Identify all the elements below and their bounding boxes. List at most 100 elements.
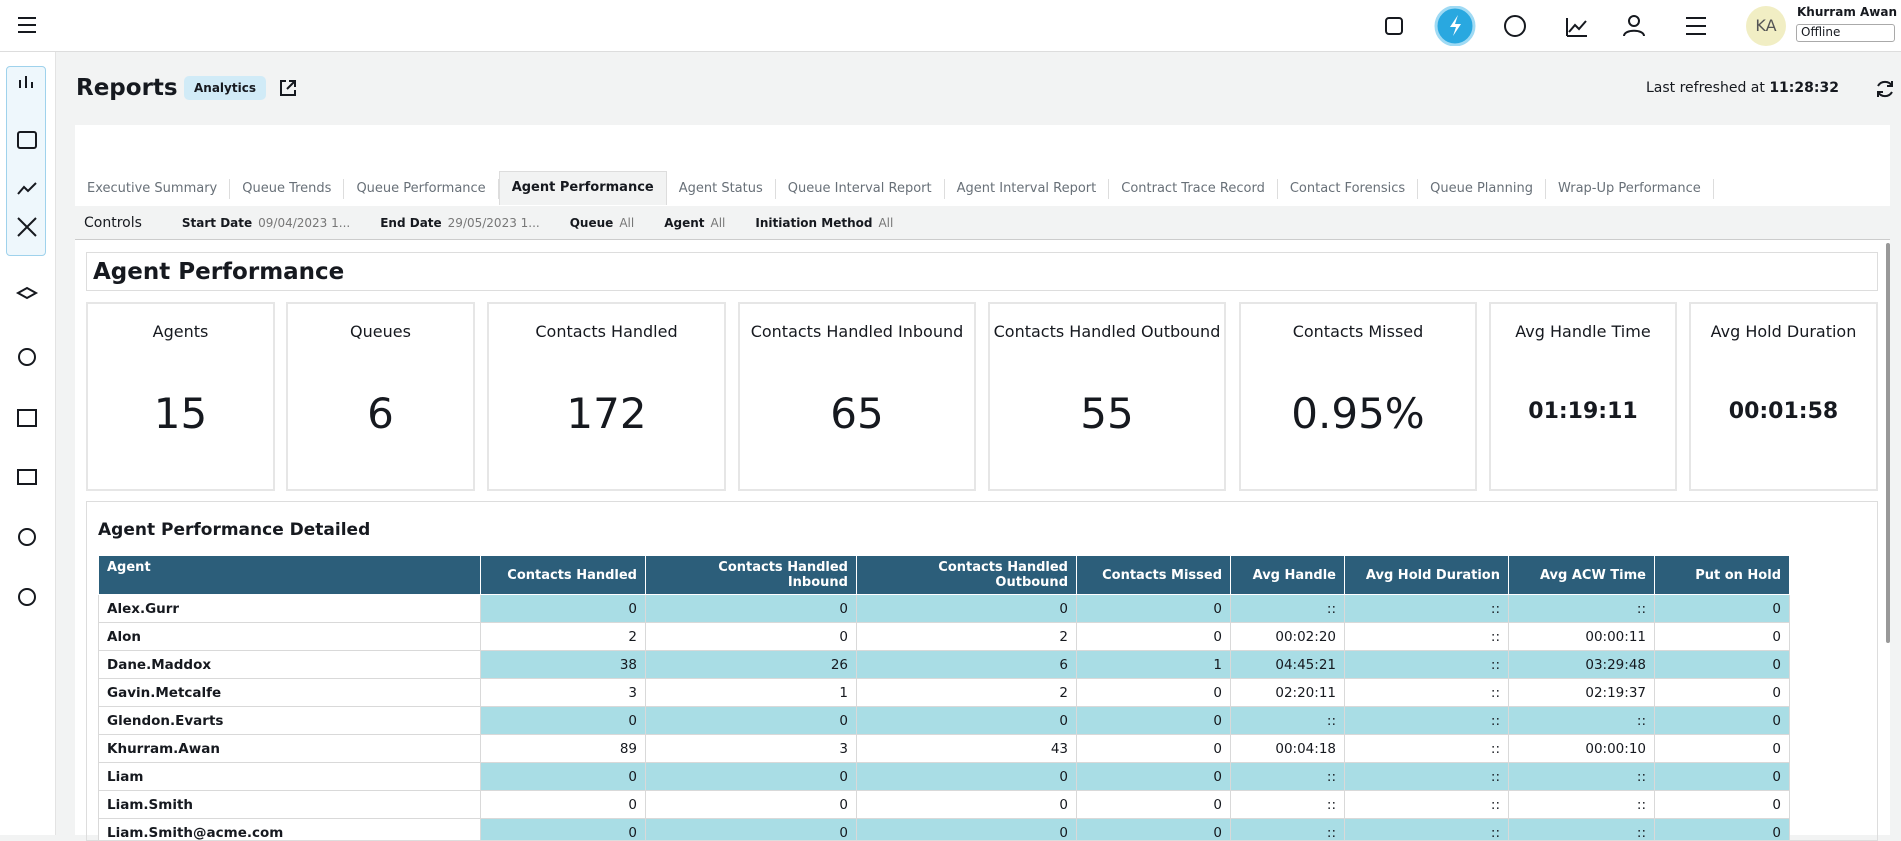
table-cell: 03:29:48 xyxy=(1509,651,1655,679)
tab[interactable]: Contract Trace Record xyxy=(1109,179,1278,199)
table-cell: :: xyxy=(1345,707,1509,735)
table-cell: 0 xyxy=(1077,819,1231,841)
table-cell: Glendon.Evarts xyxy=(99,707,481,735)
data-table: AgentContacts HandledContacts Handled In… xyxy=(98,555,1790,841)
filter[interactable]: Initiation MethodAll xyxy=(755,216,893,230)
table-cell: 26 xyxy=(646,651,857,679)
controls-bar[interactable]: ControlsStart Date09/04/2023 1...End Dat… xyxy=(75,206,1890,240)
table-cell: 0 xyxy=(646,595,857,623)
status-select[interactable]: Offline xyxy=(1796,24,1895,42)
menu-button[interactable] xyxy=(16,14,38,36)
filter-value: 29/05/2023 1... xyxy=(448,216,540,230)
table-cell: Liam.Smith xyxy=(99,791,481,819)
table-cell: :: xyxy=(1231,819,1345,841)
section-header: Agent Performance xyxy=(86,252,1878,291)
table-cell: 0 xyxy=(481,707,646,735)
table-cell: 0 xyxy=(481,819,646,841)
open-external[interactable] xyxy=(278,78,298,98)
kpi-value: 65 xyxy=(740,389,974,438)
table-cell: 0 xyxy=(1655,623,1790,651)
kpi-label: Avg Handle Time xyxy=(1491,322,1675,341)
table-cell: :: xyxy=(1509,595,1655,623)
table-cell: 0 xyxy=(1077,623,1231,651)
table-cell: 0 xyxy=(646,819,857,841)
table-cell: 3 xyxy=(646,735,857,763)
table-cell: :: xyxy=(1231,791,1345,819)
filter-label: Agent xyxy=(664,216,704,230)
table-cell: Dane.Maddox xyxy=(99,651,481,679)
tab[interactable]: Contact Forensics xyxy=(1278,179,1418,199)
scrollbar[interactable] xyxy=(1886,243,1890,643)
kpi-value: 0.95% xyxy=(1241,389,1475,438)
table-cell: 0 xyxy=(1655,651,1790,679)
table-cell: 02:20:11 xyxy=(1231,679,1345,707)
filter-value: 09/04/2023 1... xyxy=(258,216,350,230)
tab[interactable]: Agent Interval Report xyxy=(945,179,1110,199)
table-row: Khurram.Awan89343000:04:18::00:00:100 xyxy=(99,735,1790,763)
table-row: Liam.Smith@acme.com0000::::::0 xyxy=(99,819,1790,841)
table-cell: :: xyxy=(1509,763,1655,791)
tab[interactable]: Queue Performance xyxy=(344,179,498,199)
table-cell: 02:19:37 xyxy=(1509,679,1655,707)
table-cell: 1 xyxy=(646,679,857,707)
table-cell: 0 xyxy=(646,707,857,735)
filter[interactable]: QueueAll xyxy=(570,216,634,230)
table-row: Liam0000::::::0 xyxy=(99,763,1790,791)
kpi-card: Queues6 xyxy=(286,302,475,491)
table-cell: 1 xyxy=(1077,651,1231,679)
table-cell: 0 xyxy=(646,763,857,791)
table-cell: 2 xyxy=(857,623,1077,651)
kpi-card: Contacts Handled Inbound65 xyxy=(738,302,976,491)
toolbar-icons[interactable] xyxy=(1380,6,1720,46)
table-cell: 00:00:11 xyxy=(1509,623,1655,651)
kpi-label: Contacts Missed xyxy=(1241,322,1475,341)
table-cell: 0 xyxy=(1077,791,1231,819)
tab[interactable]: Agent Status xyxy=(667,179,776,199)
filter[interactable]: Agent All xyxy=(664,216,725,230)
filter-label: Queue xyxy=(570,216,614,230)
table-cell: 0 xyxy=(857,763,1077,791)
filter[interactable]: End Date 29/05/2023 1... xyxy=(380,216,540,230)
table-row: Liam.Smith0000::::::0 xyxy=(99,791,1790,819)
tab[interactable]: Queue Planning xyxy=(1418,179,1546,199)
kpi-value: 15 xyxy=(88,389,273,438)
kpi-label: Contacts Handled Outbound xyxy=(990,322,1224,341)
table-cell: 0 xyxy=(481,763,646,791)
tab[interactable]: Agent Performance xyxy=(499,171,667,205)
column-header: Put on Hold xyxy=(1655,556,1790,595)
column-header: Avg Handle xyxy=(1231,556,1345,595)
filter-value: All xyxy=(711,216,726,230)
table-row: Alex.Gurr0000::::::0 xyxy=(99,595,1790,623)
kpi-card: Agents15 xyxy=(86,302,275,491)
kpi-card: Contacts Handled172 xyxy=(487,302,726,491)
badge: Analytics xyxy=(184,76,266,100)
filter-label: End Date xyxy=(380,216,441,230)
page-title: Reports xyxy=(76,75,178,101)
table-cell: 0 xyxy=(1655,679,1790,707)
table-cell: 3 xyxy=(481,679,646,707)
table-cell: 0 xyxy=(1655,735,1790,763)
tab[interactable]: Wrap-Up Performance xyxy=(1546,179,1714,199)
tab[interactable]: Queue Interval Report xyxy=(776,179,945,199)
filter[interactable]: Start Date09/04/2023 1... xyxy=(182,216,350,230)
table-cell: Liam.Smith@acme.com xyxy=(99,819,481,841)
table-cell: Alex.Gurr xyxy=(99,595,481,623)
table-cell: Alon xyxy=(99,623,481,651)
table-cell: 0 xyxy=(1655,791,1790,819)
refresh-info: Last refreshed at 11:28:32 xyxy=(1646,80,1839,96)
table-cell: :: xyxy=(1345,595,1509,623)
tab[interactable]: Executive Summary xyxy=(75,179,230,199)
table-cell: :: xyxy=(1231,707,1345,735)
kpi-card: Avg Handle Time01:19:11 xyxy=(1489,302,1677,491)
avatar[interactable]: KA xyxy=(1746,6,1786,46)
table-cell: :: xyxy=(1345,623,1509,651)
kpi-value: 172 xyxy=(489,389,724,438)
table-cell: :: xyxy=(1509,707,1655,735)
table-row: Alon202000:02:20::00:00:110 xyxy=(99,623,1790,651)
table-cell: Gavin.Metcalfe xyxy=(99,679,481,707)
nav-icons[interactable] xyxy=(14,72,42,632)
table-cell: 0 xyxy=(1655,595,1790,623)
refresh-button[interactable] xyxy=(1874,78,1896,100)
table-cell: :: xyxy=(1345,763,1509,791)
tab[interactable]: Queue Trends xyxy=(230,179,344,199)
